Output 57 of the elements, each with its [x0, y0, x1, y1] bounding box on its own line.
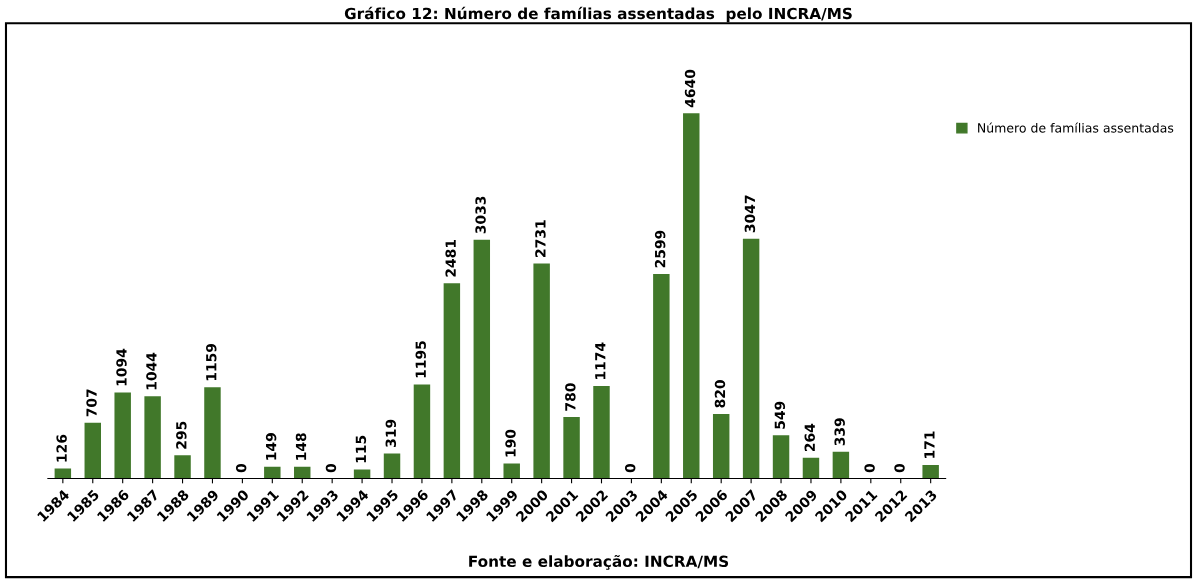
bar	[353, 469, 371, 479]
data-label: 1094	[116, 348, 127, 386]
bar	[114, 392, 131, 479]
bar	[653, 273, 670, 479]
data-label: 190	[505, 429, 516, 457]
data-label: 549	[774, 401, 786, 429]
source-note: Fonte e elaboração: INCRA/MS	[469, 554, 729, 570]
data-label: 126	[56, 434, 67, 462]
data-label: 264	[804, 423, 815, 452]
data-label: 148	[295, 433, 307, 460]
data-label: 780	[565, 383, 576, 411]
bar	[922, 465, 939, 479]
bar	[832, 451, 850, 479]
bar	[742, 238, 760, 479]
bar	[563, 417, 580, 479]
data-label: 820	[714, 380, 726, 408]
bar	[84, 422, 101, 479]
data-label: 3033	[475, 196, 486, 234]
bar	[144, 396, 161, 479]
data-label: 0	[894, 463, 905, 473]
bar	[383, 453, 401, 479]
data-label: 0	[325, 463, 337, 473]
bar	[264, 466, 281, 479]
bar	[294, 466, 311, 479]
legend-label: Número de famílias assentadas	[978, 122, 1174, 133]
data-label: 339	[834, 418, 845, 446]
data-label: 2599	[654, 230, 666, 268]
bar	[204, 387, 221, 479]
bar	[443, 283, 461, 479]
bar	[772, 435, 790, 479]
data-label: 0	[624, 463, 636, 473]
bar	[473, 239, 491, 479]
data-label: 1159	[206, 343, 217, 381]
chart-title: Gráfico 12: Número de famílias assentadas pelo INCRA/MS	[344, 6, 852, 23]
data-label: 115	[355, 435, 367, 463]
bar	[802, 457, 820, 479]
bar	[533, 263, 550, 479]
bar	[503, 463, 520, 479]
data-label: 0	[864, 463, 875, 473]
data-label: 1195	[415, 341, 426, 378]
bar	[593, 386, 610, 479]
data-label: 707	[86, 389, 97, 417]
bar	[712, 413, 730, 479]
data-label: 2731	[535, 220, 546, 257]
bar	[174, 455, 191, 479]
bar	[413, 384, 431, 479]
data-label: 3047	[744, 195, 756, 233]
data-label: 1044	[146, 352, 157, 390]
data-label: 1174	[595, 342, 606, 379]
data-label: 149	[265, 433, 277, 460]
bar	[683, 113, 700, 479]
data-label: 295	[176, 421, 187, 449]
data-label: 171	[924, 431, 935, 458]
data-label: 4640	[684, 69, 696, 108]
data-label: 0	[235, 463, 247, 473]
data-label: 319	[385, 419, 397, 447]
data-label: 2481	[445, 239, 456, 277]
